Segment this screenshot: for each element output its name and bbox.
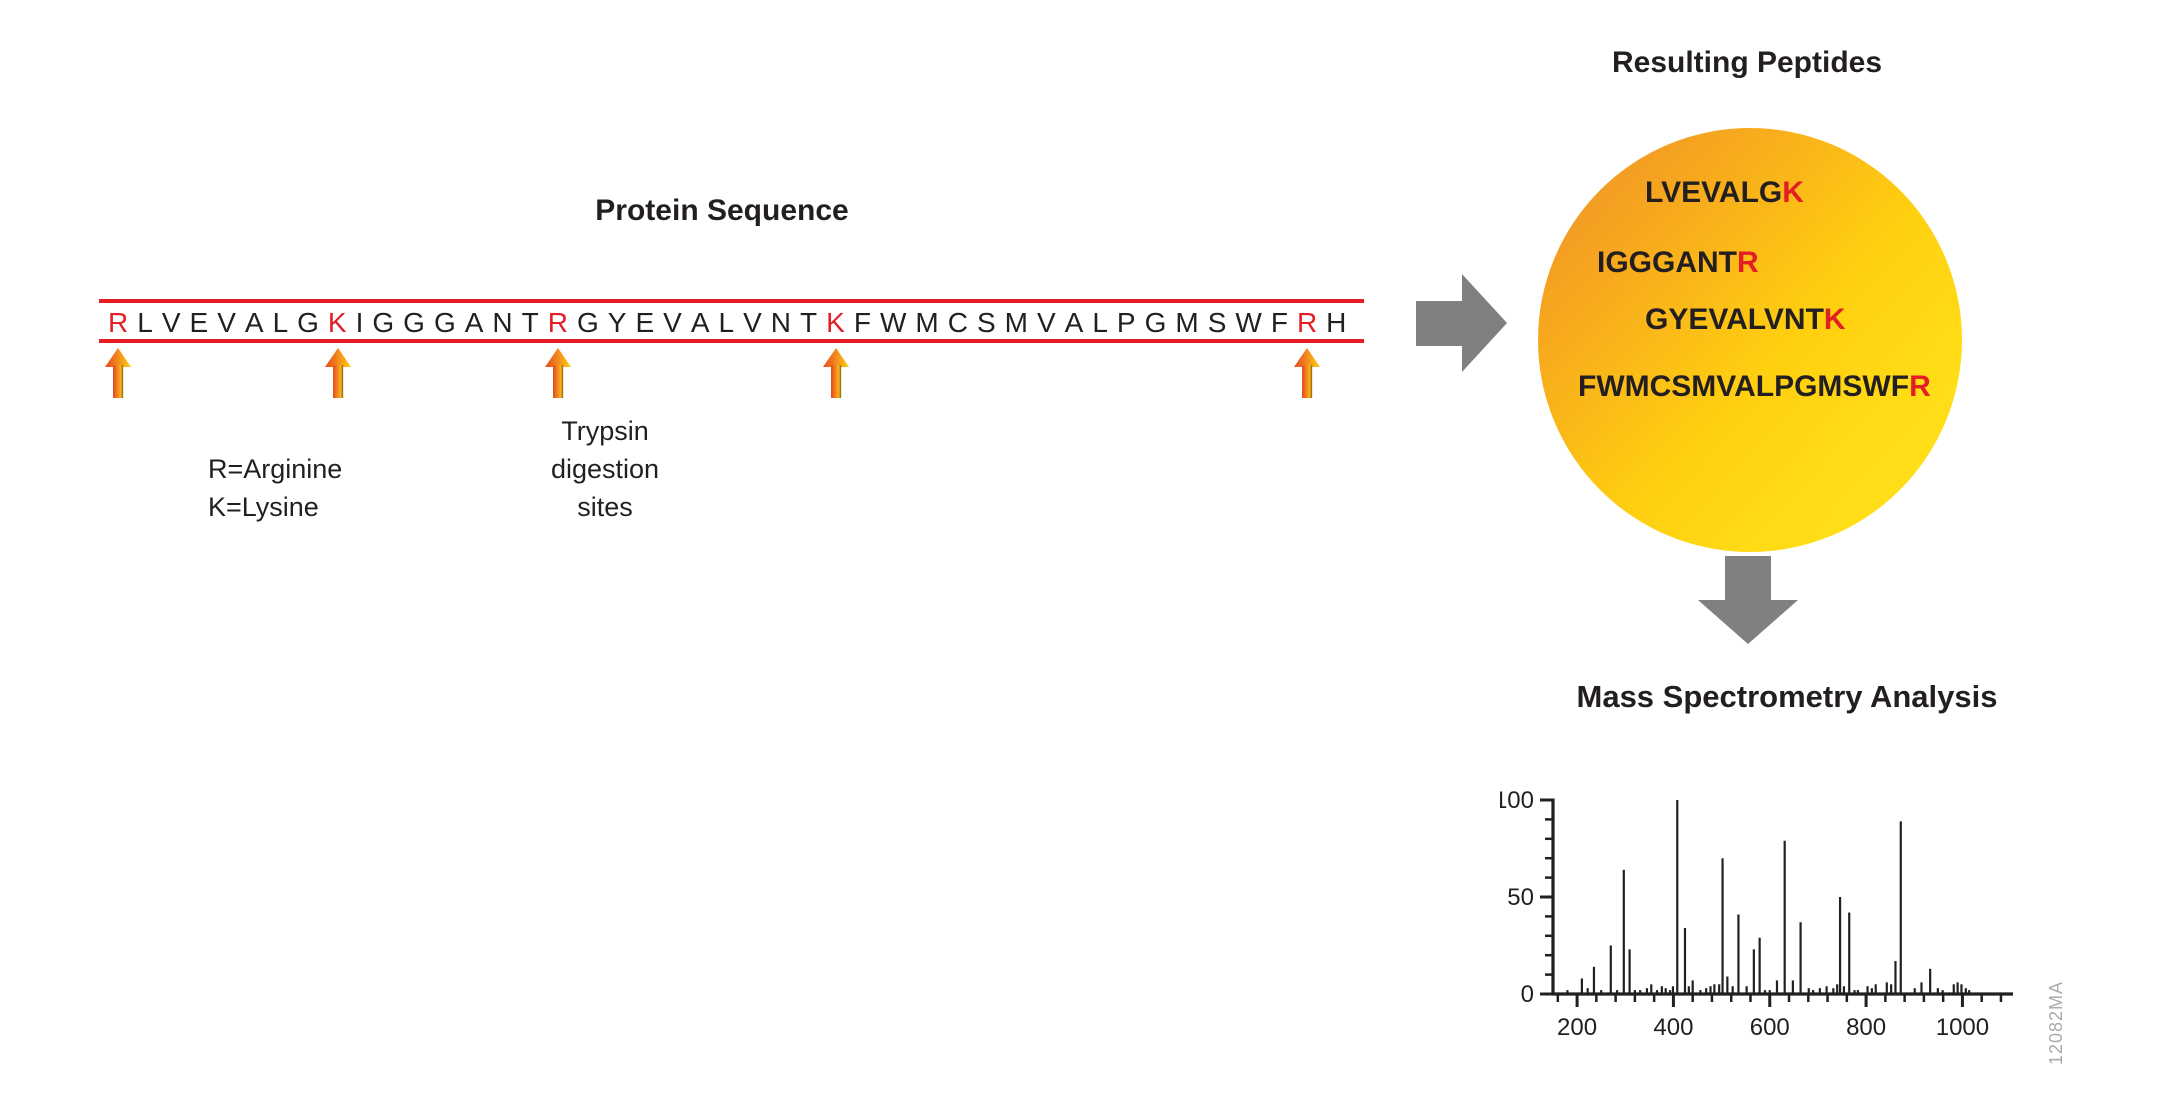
resulting-peptides-title: Resulting Peptides (1611, 46, 1883, 79)
residue: L (137, 307, 162, 338)
residue: G (403, 307, 434, 338)
residue: F (1270, 307, 1297, 338)
residue: W (879, 307, 916, 338)
peptide-body: FWMCSMVALPGMSWF (1578, 370, 1910, 403)
x-tick-label: 400 (1653, 1014, 1693, 1041)
peptide-cleavage-residue: R (1909, 370, 1931, 403)
protein-sequence-box: RLVEVALGKIGGGANTRGYEVALVNTKFWMCSMVALPGMS… (99, 299, 1365, 398)
residue: A (1064, 307, 1093, 338)
legend-lysine: K=Lysine (208, 492, 319, 522)
y-tick-label: 100 (1500, 787, 1534, 814)
peptide-cleavage-residue: R (1737, 246, 1759, 279)
protein-sequence-title: Protein Sequence (595, 194, 849, 227)
flow-arrow-right-icon (1416, 274, 1507, 372)
residue: L (718, 307, 744, 338)
residue: P (1116, 307, 1145, 338)
residue: S (976, 307, 1005, 338)
residue: M (915, 307, 948, 338)
peptide-lvevalgk: LVEVALGK (1645, 177, 1804, 209)
residue: L (1092, 307, 1117, 338)
trypsin-cleavage-arrow-icon (1294, 348, 1320, 398)
residue: M (1175, 307, 1208, 338)
cleavage-residue: R (547, 307, 577, 338)
residue: V (743, 307, 771, 338)
residue: G (433, 307, 465, 338)
residue: G (372, 307, 404, 338)
residue: E (189, 307, 218, 338)
residue: C (947, 307, 977, 338)
residue: V (217, 307, 245, 338)
flow-arrow-down-icon (1698, 556, 1798, 644)
x-tick-label: 600 (1750, 1014, 1790, 1041)
cleavage-residue: R (108, 307, 138, 338)
peptide-cleavage-residue: K (1823, 303, 1846, 336)
trypsin-cleavage-arrow-icon (822, 348, 849, 398)
residue: A (244, 307, 273, 338)
residue: F (853, 307, 880, 338)
mass-spectrometry-title: Mass Spectrometry Analysis (1576, 679, 1998, 714)
residue: A (690, 307, 719, 338)
peptides-circle (1538, 128, 1962, 552)
residue: T (521, 307, 548, 338)
residue: T (800, 307, 827, 338)
residue: L (272, 307, 298, 338)
y-tick-label: 0 (1521, 981, 1534, 1008)
trypsin-label-line2: digestion (550, 454, 660, 484)
trypsin-cleavage-arrow-icon (324, 348, 351, 398)
legend-arginine: R=Arginine (208, 454, 343, 484)
trypsin-cleavage-arrow-icon (105, 348, 131, 398)
x-tick-label: 200 (1557, 1014, 1597, 1041)
residue-legend: R=Arginine K=Lysine (208, 450, 342, 526)
residue: I (355, 307, 373, 338)
trypsin-cleavage-arrow-icon (545, 348, 571, 398)
peptide-igggantr: IGGGANTR (1597, 247, 1759, 279)
peptide-body: LVEVALG (1645, 176, 1783, 209)
protein-sequence: RLVEVALGKIGGGANTRGYEVALVNTKFWMCSMVALPGMS… (108, 307, 1355, 339)
cleavage-arrows (99, 348, 1364, 400)
figure-watermark: 12082MA (2046, 980, 2066, 1065)
residue: G (1144, 307, 1176, 338)
peptide-body: GYEVALVNT (1645, 303, 1824, 336)
residue: E (635, 307, 664, 338)
residue: V (663, 307, 691, 338)
peptide-fwmcsmvalpgmswfr: FWMCSMVALPGMSWFR (1578, 371, 1931, 403)
residue: A (464, 307, 493, 338)
peptide-body: IGGGANT (1597, 246, 1737, 279)
x-tick-label: 1000 (1936, 1014, 1989, 1041)
cleavage-residue: R (1296, 307, 1327, 338)
residue: H (1326, 307, 1356, 338)
residue: G (577, 307, 608, 338)
mass-spectrum-chart: 0 50 100 200 400 600 800 1000 (1500, 787, 2013, 1041)
residue: M (1004, 307, 1037, 338)
residue: Y (607, 307, 636, 338)
residue: N (770, 307, 801, 338)
cleavage-residue: K (826, 307, 854, 338)
trypsin-label-line3: sites (577, 492, 633, 522)
peptide-gyevalvntk: GYEVALVNTK (1645, 304, 1846, 336)
residue: W (1235, 307, 1271, 338)
trypsin-label-line1: Trypsin (561, 416, 649, 446)
trypsin-digestion-label: Trypsin digestion sites (505, 412, 705, 526)
peptide-cleavage-residue: K (1782, 176, 1804, 209)
x-tick-label: 800 (1846, 1014, 1886, 1041)
cleavage-residue: K (327, 307, 356, 338)
y-tick-label: 50 (1507, 884, 1534, 911)
residue: N (492, 307, 522, 338)
residue: G (297, 307, 328, 338)
residue: V (161, 307, 190, 338)
residue: S (1207, 307, 1236, 338)
residue: V (1036, 307, 1065, 338)
